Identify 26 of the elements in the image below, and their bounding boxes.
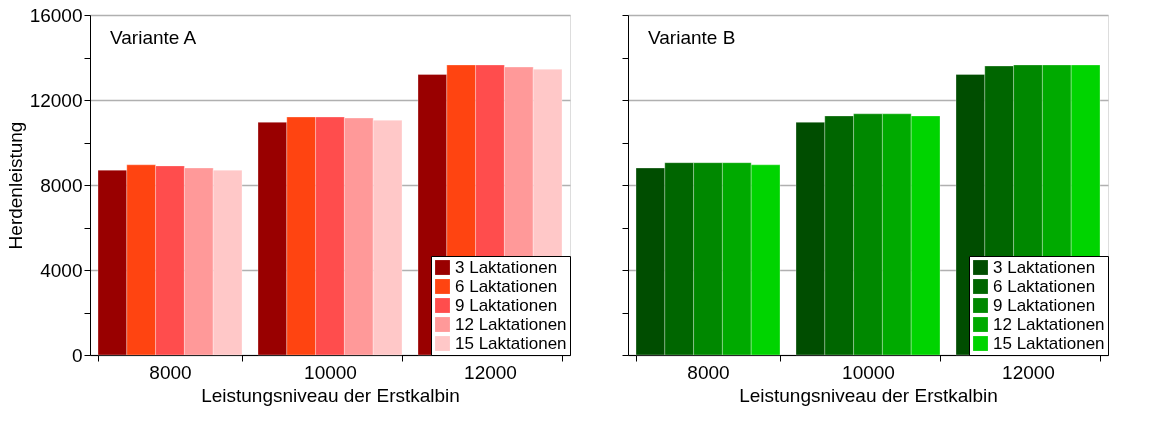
x-axis-title: Leistungsniveau der Erstkalbin bbox=[739, 384, 998, 406]
legend-label: 15 Laktationen bbox=[455, 333, 567, 353]
legend-label: 12 Laktationen bbox=[993, 314, 1105, 334]
legend-label: 9 Laktationen bbox=[993, 295, 1096, 315]
legend-label: 15 Laktationen bbox=[993, 333, 1105, 353]
x-tick-label: 10000 bbox=[304, 361, 357, 383]
x-tick-label: 12000 bbox=[464, 361, 517, 383]
y-tick-label: 0 bbox=[71, 344, 83, 366]
y-tick-label: 12000 bbox=[29, 89, 83, 111]
x-tick-label: 8000 bbox=[149, 361, 192, 383]
x-tick-label: 8000 bbox=[687, 361, 730, 383]
x-tick-label: 12000 bbox=[1002, 361, 1055, 383]
text: Variante A bbox=[110, 27, 197, 48]
y-tick-label: 4000 bbox=[40, 259, 83, 281]
y-tick-label: 16000 bbox=[29, 4, 83, 26]
legend-label: 3 Laktationen bbox=[455, 257, 558, 277]
legend-label: 3 Laktationen bbox=[993, 257, 1096, 277]
legend-label: 6 Laktationen bbox=[993, 276, 1096, 296]
x-axis-title: Leistungsniveau der Erstkalbin bbox=[201, 384, 460, 406]
y-tick-label: 8000 bbox=[40, 174, 83, 196]
text: Variante B bbox=[648, 27, 736, 48]
x-tick-label: 10000 bbox=[842, 361, 895, 383]
legend-label: 9 Laktationen bbox=[455, 295, 558, 315]
legend-label: 6 Laktationen bbox=[455, 276, 558, 296]
legend-label: 12 Laktationen bbox=[455, 314, 567, 334]
y-axis-title: Herdenleistung bbox=[4, 121, 26, 250]
